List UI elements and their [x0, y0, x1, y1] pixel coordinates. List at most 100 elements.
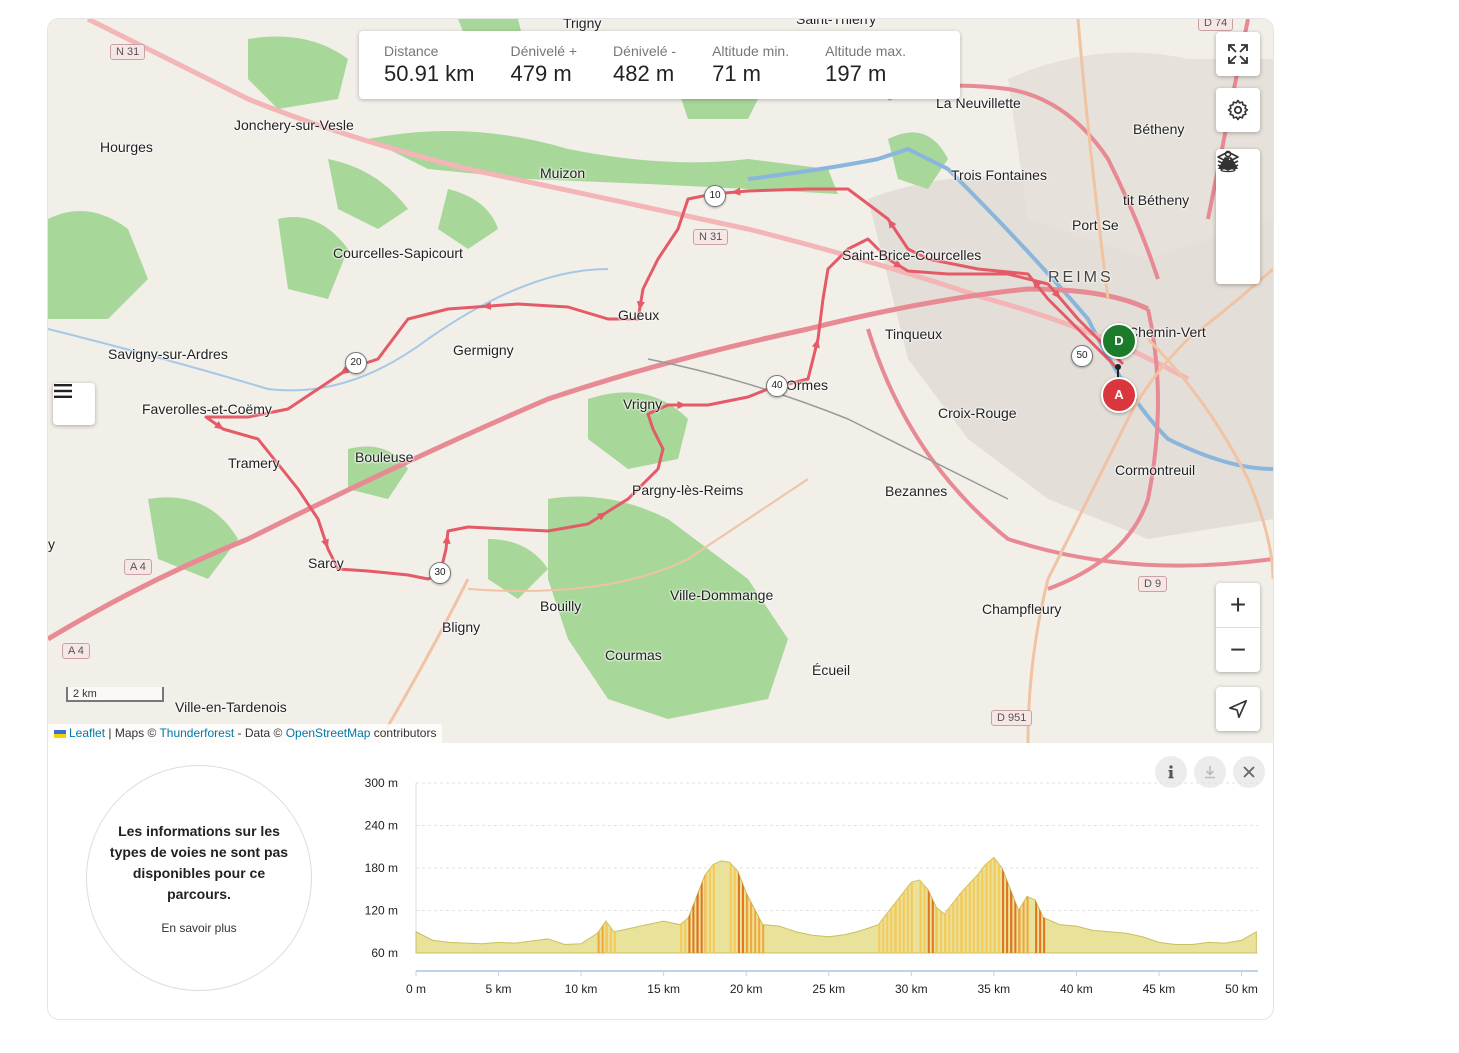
place-label: REIMS [1048, 269, 1114, 286]
slope-stripe [894, 857, 897, 953]
place-label: Germigny [453, 342, 514, 358]
x-tick-label: 45 km [1143, 982, 1176, 996]
x-tick-label: 30 km [895, 982, 928, 996]
slope-stripe [906, 857, 909, 953]
slope-stripe [762, 857, 765, 953]
route-arrow [1051, 289, 1061, 299]
route-arrow [481, 301, 492, 310]
km-marker[interactable]: 20 [345, 352, 367, 374]
map-attribution: Leaflet | Maps © Thunderforest - Data © … [48, 724, 443, 743]
stat-2: Dénivelé - 482 m [613, 31, 676, 99]
attribution-text: contributors [370, 726, 437, 740]
slope-stripe [960, 857, 963, 953]
stat-4: Altitude max. 197 m [825, 31, 906, 99]
place-label: Courcelles-Sapicourt [333, 245, 463, 261]
menu-button[interactable] [53, 383, 95, 425]
zoom-out-button[interactable]: − [1216, 627, 1260, 672]
slope-stripe [1010, 857, 1013, 953]
km-marker[interactable]: 30 [429, 562, 451, 584]
road-badge: D 951 [991, 710, 1033, 726]
gear-icon [1227, 99, 1249, 121]
place-label: Saint-Brice-Courcelles [842, 247, 982, 263]
slope-stripe [746, 857, 749, 953]
elevation-chart[interactable]: 300 m 240 m 180 m 120 m 60 m 0 m 5 km 10 km 15 k… [338, 773, 1268, 1013]
start-pin[interactable]: D [1101, 323, 1137, 359]
place-label: Faverolles-et-Coëmy [142, 401, 272, 417]
slope-stripe [972, 857, 975, 953]
slope-stripe [1022, 857, 1025, 953]
slope-stripe [952, 857, 955, 953]
river-vesle [747, 146, 1273, 471]
locate-button[interactable] [1216, 687, 1260, 731]
menu-icon [54, 384, 72, 398]
map-tools [1216, 149, 1260, 284]
slope-stripe [981, 857, 984, 953]
place-label: Trois Fontaines [951, 167, 1047, 183]
stat-value: 50.91 km [384, 61, 475, 86]
place-label: tit Bétheny [1123, 192, 1190, 208]
slope-stripe [737, 857, 740, 953]
road-badge: N 31 [693, 229, 729, 245]
route-card: Trigny Saint-Thierry Jonchery-sur-Vesle Hou… [47, 18, 1274, 1020]
place-label: Croix-Rouge [938, 405, 1017, 421]
fullscreen-button[interactable] [1216, 32, 1260, 76]
map[interactable]: Trigny Saint-Thierry Jonchery-sur-Vesle Hou… [48, 19, 1273, 743]
x-tick-label: 35 km [977, 982, 1010, 996]
river [48, 268, 609, 392]
settings-button[interactable] [1216, 88, 1260, 132]
route-arrow [636, 300, 645, 311]
slope-stripe [700, 857, 703, 953]
place-label: Sarcy [308, 555, 344, 571]
slope-stripe [1006, 857, 1009, 953]
y-tick-label: 240 m [365, 819, 398, 833]
x-tick-label: 20 km [730, 982, 763, 996]
place-label: Bligny [442, 619, 481, 635]
place-label: Jonchery-sur-Vesle [234, 117, 354, 133]
leaflet-link[interactable]: Leaflet [69, 726, 106, 740]
zoom-controls: + − [1216, 583, 1260, 672]
slope-stripe [919, 857, 922, 953]
route-arrow [339, 366, 350, 375]
place-label: Saint-Thierry [796, 19, 877, 27]
stat-0: Distance 50.91 km [384, 31, 475, 99]
km-marker[interactable]: 40 [766, 375, 788, 397]
stat-label: Altitude min. [712, 43, 790, 59]
elevation-panel: Les informations sur les types de voies … [48, 743, 1273, 1019]
place-label: Tinqueux [885, 326, 943, 342]
osm-link[interactable]: OpenStreetMap [285, 726, 371, 740]
route-arrow [887, 218, 897, 229]
slope-stripe [977, 857, 980, 953]
terrain-button[interactable] [1216, 155, 1260, 239]
map-background [48, 19, 1273, 743]
slope-stripe [696, 857, 699, 953]
place-label: Muizon [540, 165, 586, 181]
route-arrow [442, 534, 451, 544]
learn-more-link[interactable]: En savoir plus [161, 921, 237, 935]
elevation-area [415, 856, 1257, 954]
slope-stripe [956, 857, 959, 953]
y-tick-label: 300 m [365, 776, 398, 790]
thunderforest-link[interactable]: Thunderforest [159, 726, 235, 740]
x-tick-label: 40 km [1060, 982, 1093, 996]
slope-stripe [1035, 857, 1038, 953]
x-tick-label: 50 km [1225, 982, 1258, 996]
slope-stripe [729, 857, 732, 953]
place-label: Courmas [605, 647, 662, 663]
close-icon [1243, 766, 1255, 778]
stat-label: Distance [384, 43, 439, 59]
slope-stripe [936, 857, 939, 953]
slope-stripe [1026, 857, 1029, 953]
zoom-in-button[interactable]: + [1229, 589, 1247, 620]
streetview-button[interactable] [1216, 150, 1260, 284]
surface-info-text: Les informations sur les types de voies … [109, 823, 289, 902]
surface-info-circle: Les informations sur les types de voies … [86, 765, 312, 991]
place-label: Bétheny [1133, 121, 1185, 137]
slope-stripe [923, 857, 926, 953]
km-marker[interactable]: 10 [704, 185, 726, 207]
end-pin[interactable]: A [1101, 377, 1137, 413]
km-marker[interactable]: 50 [1071, 345, 1093, 367]
slope-stripe [931, 857, 934, 953]
pegman-icon [1220, 150, 1236, 173]
attribution-text: - Data © [234, 726, 286, 740]
download-icon [1205, 766, 1215, 779]
